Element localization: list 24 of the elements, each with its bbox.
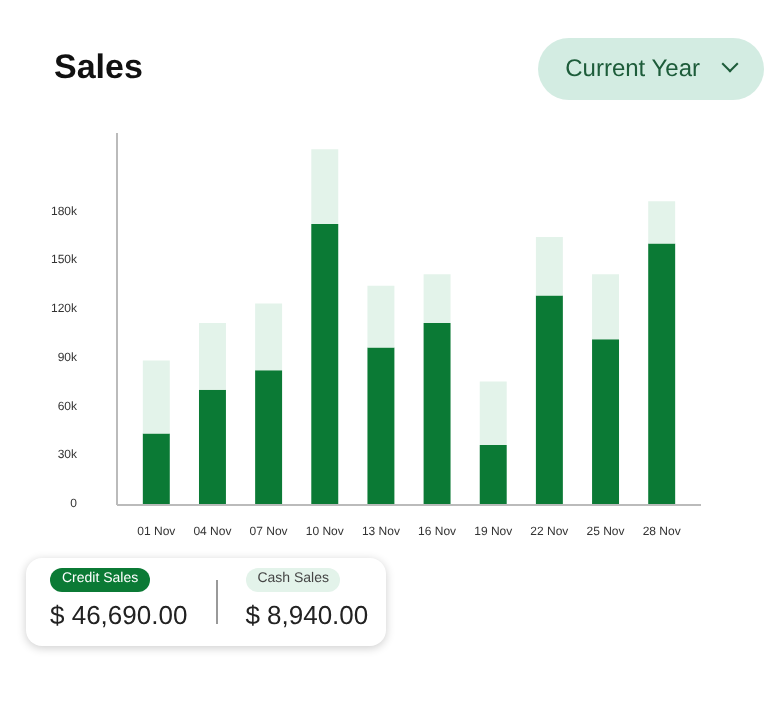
bar (367, 347, 395, 505)
bar (142, 360, 170, 434)
bar (311, 149, 339, 224)
bar (479, 381, 507, 445)
bar (198, 389, 226, 505)
bar (367, 285, 395, 348)
bar (255, 370, 283, 505)
bar (142, 433, 170, 505)
bar (423, 274, 451, 324)
text: $ 46,690.00 (50, 598, 188, 634)
text: $ 8,940.00 (245, 598, 369, 634)
bar (535, 295, 563, 505)
bar (479, 444, 507, 505)
text: Current Year (537, 38, 764, 101)
chart-title: Sales (54, 46, 143, 91)
bar (423, 323, 451, 505)
bar (648, 243, 676, 505)
bar (592, 339, 620, 505)
bar (648, 201, 676, 244)
bar (535, 236, 563, 296)
bar (311, 223, 339, 505)
bar (198, 323, 226, 390)
bar (255, 303, 283, 371)
bar (592, 274, 620, 340)
